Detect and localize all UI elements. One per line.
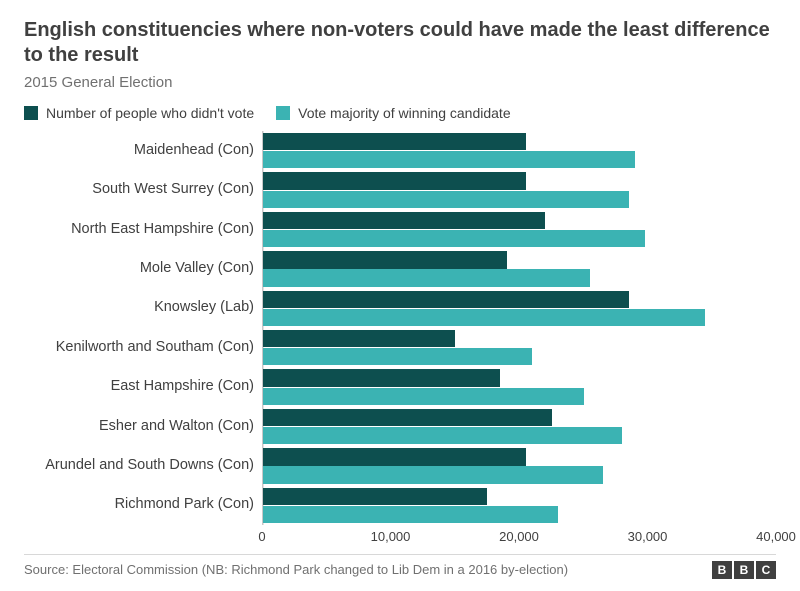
plot-area	[262, 131, 776, 525]
legend-item: Number of people who didn't vote	[24, 105, 254, 121]
bar	[263, 409, 552, 426]
bar	[263, 133, 526, 150]
bar	[263, 151, 635, 168]
x-tick-label: 40,000	[756, 529, 796, 544]
x-tick-label: 10,000	[371, 529, 411, 544]
bar	[263, 269, 590, 286]
bbc-logo: BBC	[712, 561, 776, 579]
bar	[263, 388, 584, 405]
logo-block: B	[712, 561, 732, 579]
category-label: Knowsley (Lab)	[24, 289, 254, 328]
chart: Maidenhead (Con)South West Surrey (Con)N…	[24, 131, 776, 525]
source-text: Source: Electoral Commission (NB: Richmo…	[24, 562, 568, 579]
x-tick-label: 20,000	[499, 529, 539, 544]
category-label: East Hampshire (Con)	[24, 367, 254, 406]
bar	[263, 172, 526, 189]
category-label: Esher and Walton (Con)	[24, 407, 254, 446]
category-label: Maidenhead (Con)	[24, 131, 254, 170]
legend-label: Vote majority of winning candidate	[298, 105, 510, 121]
bar	[263, 212, 545, 229]
bar-row	[263, 446, 776, 485]
bar-row	[263, 249, 776, 288]
bar-row	[263, 210, 776, 249]
bar	[263, 506, 558, 523]
bar-row	[263, 131, 776, 170]
y-axis-labels: Maidenhead (Con)South West Surrey (Con)N…	[24, 131, 262, 525]
chart-subtitle: 2015 General Election	[24, 74, 776, 91]
bar-row	[263, 289, 776, 328]
chart-title: English constituencies where non-voters …	[24, 18, 776, 68]
category-label: Kenilworth and Southam (Con)	[24, 328, 254, 367]
bar-row	[263, 170, 776, 209]
x-tick-label: 30,000	[628, 529, 668, 544]
bar	[263, 466, 603, 483]
bars	[263, 131, 776, 525]
legend: Number of people who didn't vote Vote maj…	[24, 105, 776, 121]
logo-block: B	[734, 561, 754, 579]
bar-row	[263, 486, 776, 525]
bar	[263, 251, 507, 268]
bar	[263, 488, 487, 505]
category-label: South West Surrey (Con)	[24, 170, 254, 209]
bar-row	[263, 367, 776, 406]
category-label: Arundel and South Downs (Con)	[24, 446, 254, 485]
bar	[263, 448, 526, 465]
category-label: Mole Valley (Con)	[24, 249, 254, 288]
category-label: North East Hampshire (Con)	[24, 210, 254, 249]
bar	[263, 330, 455, 347]
bar	[263, 309, 705, 326]
x-axis: 010,00020,00030,00040,000	[262, 525, 776, 549]
bar	[263, 348, 532, 365]
bar	[263, 230, 645, 247]
footer: Source: Electoral Commission (NB: Richmo…	[24, 554, 776, 579]
logo-block: C	[756, 561, 776, 579]
bar	[263, 369, 500, 386]
bar	[263, 427, 622, 444]
bar	[263, 191, 629, 208]
category-label: Richmond Park (Con)	[24, 486, 254, 525]
x-tick-label: 0	[258, 529, 265, 544]
bar-row	[263, 328, 776, 367]
legend-label: Number of people who didn't vote	[46, 105, 254, 121]
bar-row	[263, 407, 776, 446]
legend-swatch	[276, 106, 290, 120]
bar	[263, 291, 629, 308]
legend-swatch	[24, 106, 38, 120]
legend-item: Vote majority of winning candidate	[276, 105, 510, 121]
